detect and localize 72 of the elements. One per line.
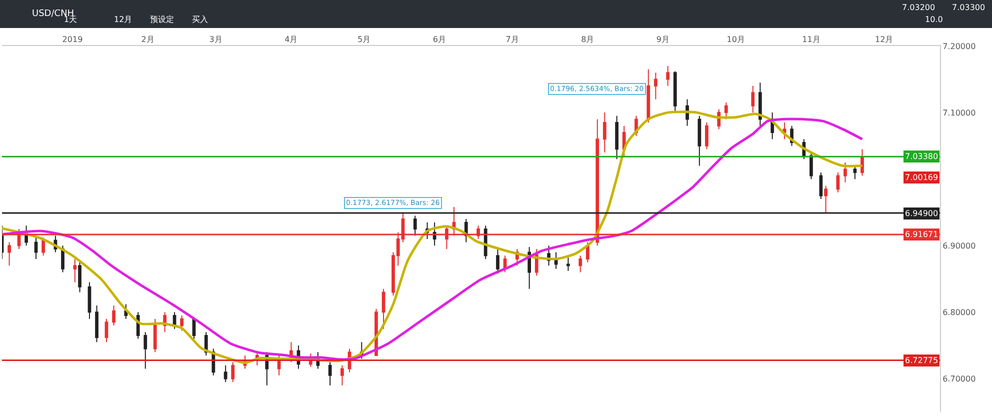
- candlestick: [666, 65, 670, 86]
- candlestick: [836, 172, 840, 193]
- x-tick-label: 10月: [726, 34, 745, 44]
- candlestick: [554, 252, 558, 270]
- candlestick: [844, 162, 847, 183]
- ref-line-label: 6.94900: [905, 209, 938, 218]
- x-tick-label: 4月: [284, 34, 298, 44]
- candlestick: [112, 305, 116, 326]
- x-tick-label: 5月: [358, 34, 371, 44]
- candlestick: [88, 282, 92, 320]
- candlestick: [586, 242, 590, 263]
- candlestick: [382, 288, 386, 330]
- candlestick: [819, 172, 823, 200]
- y-tick-label: 7.20000: [942, 42, 976, 51]
- candlestick: [824, 185, 828, 214]
- ref-line-label: 6.72775: [905, 356, 938, 365]
- x-tick-label: 6月: [432, 34, 446, 44]
- candlestick: [34, 235, 38, 260]
- ref-line-label: 7.03380: [905, 152, 938, 161]
- text: 7.03300: [952, 3, 986, 12]
- y-tick-label: 7.10000: [942, 108, 976, 118]
- candlestick: [724, 102, 728, 120]
- candlestick: [578, 255, 582, 273]
- text: 12月: [114, 15, 132, 24]
- candlestick: [646, 68, 650, 124]
- candlestick: [853, 165, 857, 180]
- text: 1天: [64, 15, 78, 24]
- candlestick: [180, 315, 184, 332]
- x-tick-label: 3月: [209, 34, 222, 44]
- candlestick: [496, 248, 500, 274]
- y-tick-label: 6.70000: [942, 374, 976, 384]
- x-tick-label: 9月: [656, 34, 670, 44]
- text: 预设定: [150, 15, 174, 24]
- candlestick: [810, 152, 813, 180]
- candlestick: [8, 242, 11, 266]
- candlestick: [705, 122, 708, 150]
- candlestick: [782, 122, 786, 140]
- candlestick: [602, 112, 606, 153]
- text: 买入: [192, 15, 208, 24]
- candlestick: [144, 332, 148, 370]
- x-tick-label: 2019: [62, 34, 83, 44]
- text: 7.03200: [902, 3, 936, 12]
- candlestick: [698, 115, 702, 166]
- candlestick: [654, 72, 658, 100]
- y-tick-label: 6.80000: [942, 308, 976, 317]
- candlestick: [566, 257, 570, 272]
- candlestick: [78, 262, 82, 293]
- x-tick-label: 11月: [802, 34, 820, 44]
- x-tick-label: 8月: [581, 34, 594, 44]
- x-tick-label: 2月: [141, 34, 154, 44]
- candlestick: [432, 222, 436, 246]
- candlestick: [758, 82, 762, 126]
- x-tick-label: 12月: [875, 34, 894, 44]
- candlestick: [224, 364, 228, 383]
- candlestick: [124, 304, 128, 320]
- candlestick: [673, 70, 677, 114]
- text: 10.0: [925, 15, 943, 24]
- candlestick: [153, 318, 157, 353]
- candlestick: [231, 362, 235, 383]
- annotation: 7.00169: [905, 173, 938, 182]
- candlestick: [61, 245, 64, 273]
- candlestick: [751, 85, 755, 114]
- x-tick-label: 7月: [506, 34, 519, 44]
- candlestick: [615, 115, 618, 160]
- y-tick-label: 6.90000: [942, 241, 976, 250]
- candlestick: [73, 258, 77, 283]
- candlestick: [104, 318, 108, 343]
- candlestick: [95, 305, 98, 343]
- candlestick: [328, 362, 332, 386]
- candlestick: [340, 364, 344, 386]
- candlestick: [42, 237, 45, 256]
- ref-line-label: 6.91671: [905, 230, 938, 239]
